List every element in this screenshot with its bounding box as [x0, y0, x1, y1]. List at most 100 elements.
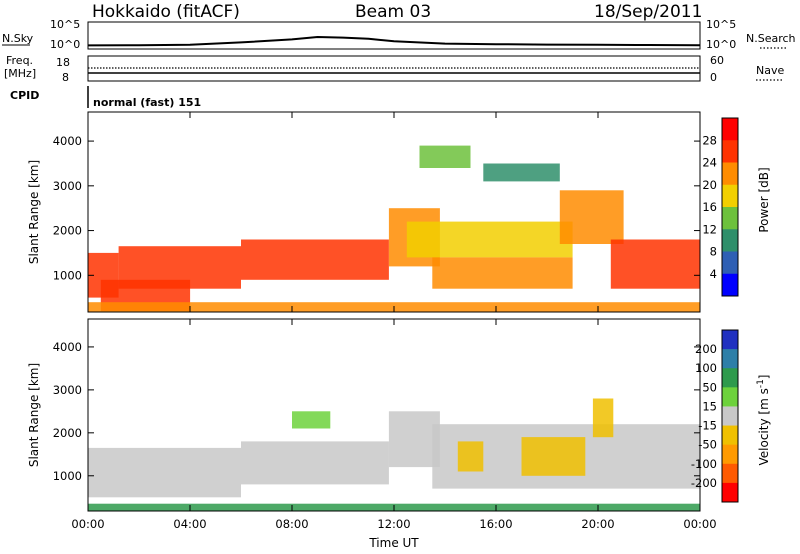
- power-region-2: [241, 239, 389, 280]
- nsky-ytick-bottom: 10^0: [50, 38, 80, 51]
- velocity-region-0: [88, 447, 241, 498]
- time-axis-label: Time UT: [368, 536, 419, 550]
- power-colorbar-tick: 4: [710, 267, 717, 281]
- date-title: 18/Sep/2011: [594, 2, 702, 22]
- velocity-colorbar-tick: 15: [702, 399, 717, 413]
- power-colorbar-seg-5: [722, 229, 738, 252]
- cpid-panel: CPID normal (fast) 151: [10, 86, 201, 109]
- power-colorbar-tick: 20: [702, 178, 717, 192]
- velocity-colorbar-seg-8: [722, 482, 738, 503]
- power-region-10: [483, 163, 560, 182]
- velocity-region-8: [292, 411, 331, 429]
- power-ytick-label: 2000: [53, 224, 82, 238]
- power-panel: 1000 2000 3000 4000 Slant Range [km] 28 24 20…: [27, 111, 771, 313]
- velocity-colorbar-label-end: ]: [757, 375, 771, 380]
- velocity-xtick-label: 20:00: [581, 517, 614, 531]
- power-ytick-label: 1000: [53, 268, 82, 282]
- velocity-ytick-label: 1000: [53, 469, 82, 483]
- velocity-colorbar-tick: 100: [695, 361, 717, 375]
- velocity-region-1: [241, 441, 389, 485]
- velocity-colorbar-seg-5: [722, 425, 738, 446]
- freq-ytick-top: 18: [56, 56, 70, 69]
- power-xticks: [87, 112, 701, 312]
- power-colorbar-seg-1: [722, 140, 738, 163]
- freq-label-line2: [MHz]: [4, 67, 36, 80]
- power-colorbar-tick: 24: [702, 156, 717, 170]
- nsky-rtick-bottom: 10^0: [706, 38, 736, 51]
- velocity-heatmap: [88, 398, 701, 511]
- power-yticks: 1000 2000 3000 4000: [53, 134, 700, 282]
- velocity-ylabel: Slant Range [km]: [27, 363, 41, 467]
- power-heatmap: [88, 145, 701, 312]
- velocity-colorbar-tick: 50: [702, 380, 717, 394]
- velocity-colorbar-seg-1: [722, 349, 738, 369]
- power-region-9: [419, 145, 471, 168]
- velocity-xtick-label: 00:00: [683, 517, 716, 531]
- velocity-colorbar-seg-6: [722, 444, 738, 465]
- power-colorbar-seg-0: [722, 118, 738, 141]
- nsky-frame: [87, 21, 701, 50]
- velocity-region-4: [457, 441, 484, 472]
- velocity-colorbar-tick: -200: [691, 476, 717, 490]
- velocity-xtick-label: 04:00: [173, 517, 206, 531]
- velocity-colorbar: 200 100 50 15 -15 -50 -100 -200: [691, 329, 739, 503]
- velocity-colorbar-tick: -50: [698, 438, 717, 452]
- nsky-ytick-top: 10^5: [50, 18, 80, 31]
- velocity-xtick-label: 16:00: [479, 517, 512, 531]
- power-colorbar-label: Power [dB]: [757, 167, 771, 232]
- nave-rtick-bottom: 0: [710, 71, 717, 84]
- power-colorbar-seg-2: [722, 162, 738, 186]
- power-colorbar-frame: [721, 117, 739, 297]
- power-region-8: [610, 239, 701, 289]
- nsky-panel: N.Sky 10^5 10^0 10^5 10^0 N.Search: [2, 18, 796, 51]
- velocity-colorbar-seg-0: [722, 330, 738, 350]
- velocity-yticks: 1000 2000 3000 4000: [53, 340, 700, 483]
- velocity-colorbar-label-exp: -1: [756, 379, 766, 388]
- velocity-ytick-label: 3000: [53, 383, 82, 397]
- power-region-7: [559, 190, 624, 244]
- freq-label-line1: Freq.: [6, 54, 33, 67]
- velocity-region-6: [592, 398, 614, 438]
- velocity-colorbar-label-base: Velocity [m s: [757, 388, 771, 465]
- power-ylabel: Slant Range [km]: [27, 160, 41, 264]
- power-region-5: [406, 221, 573, 258]
- velocity-xtick-label: 12:00: [377, 517, 410, 531]
- power-colorbar-tick: 8: [710, 245, 717, 259]
- nsearch-label: N.Search: [746, 32, 796, 45]
- velocity-colorbar-seg-3: [722, 387, 738, 407]
- nsky-rtick-top: 10^5: [706, 18, 736, 31]
- velocity-colorbar-tick: 200: [695, 342, 717, 356]
- nave-label: Nave: [756, 64, 784, 77]
- freq-ytick-bottom: 8: [62, 71, 69, 84]
- power-region-6: [432, 257, 573, 289]
- velocity-region-2: [388, 411, 440, 468]
- velocity-colorbar-frame: [721, 329, 739, 503]
- station-title: Hokkaido (fitACF): [92, 2, 240, 22]
- nave-rtick-top: 60: [710, 54, 724, 67]
- nsky-label: N.Sky: [2, 32, 34, 45]
- cpid-label: CPID: [10, 89, 39, 102]
- velocity-xtick-label: 00:00: [71, 517, 104, 531]
- power-ytick-label: 3000: [53, 179, 82, 193]
- velocity-ytick-label: 2000: [53, 426, 82, 440]
- power-ytick-label: 4000: [53, 134, 82, 148]
- velocity-xticks: 00:00 04:00 08:00 12:00 16:00 20:00 00:00: [71, 319, 717, 531]
- velocity-colorbar-label: Velocity [m s-1]: [756, 375, 771, 466]
- velocity-colorbar-seg-7: [722, 463, 738, 484]
- velocity-colorbar-seg-2: [722, 368, 738, 388]
- power-colorbar-seg-3: [722, 184, 738, 208]
- power-colorbar-tick: 16: [702, 200, 717, 214]
- velocity-ytick-label: 4000: [53, 340, 82, 354]
- velocity-panel: 1000 2000 3000 4000 00:00 04:00 08:00 12:00 16:…: [27, 318, 771, 550]
- velocity-region-5: [521, 437, 586, 476]
- power-colorbar: 28 24 20 16 12 8 4: [702, 117, 739, 297]
- cpid-text: normal (fast) 151: [93, 96, 201, 109]
- power-colorbar-tick: 28: [702, 133, 717, 147]
- velocity-xtick-label: 08:00: [275, 517, 308, 531]
- nsky-trace: [87, 35, 701, 47]
- power-colorbar-seg-6: [722, 251, 738, 275]
- beam-title: Beam 03: [355, 2, 431, 22]
- power-colorbar-tick: 12: [702, 222, 717, 236]
- velocity-colorbar-seg-4: [722, 406, 738, 427]
